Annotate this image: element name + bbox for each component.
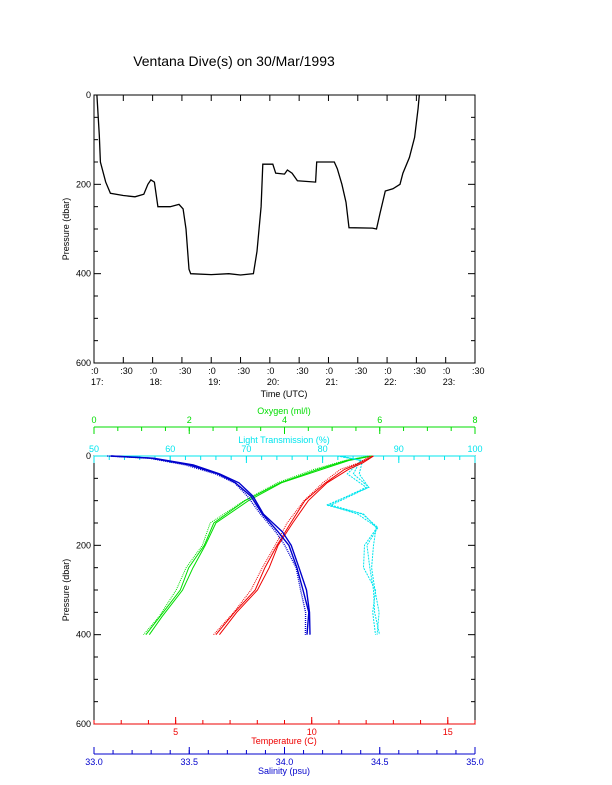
oxygen-profile-line bbox=[148, 455, 373, 635]
x-tick-label-minutes: :30 bbox=[296, 366, 309, 376]
x-tick-label-hour: 22: bbox=[384, 377, 397, 387]
x-tick-label-minutes: :30 bbox=[472, 366, 485, 376]
light-axis-label: Light Transmission (%) bbox=[238, 435, 330, 445]
time-plot-ylabel: Pressure (dbar) bbox=[61, 198, 71, 261]
time-plot-series bbox=[96, 94, 420, 276]
y-tick-label: 0 bbox=[86, 90, 91, 100]
y-tick-label: 400 bbox=[76, 630, 91, 640]
y-tick-label: 600 bbox=[76, 719, 91, 729]
time-plot-frame bbox=[93, 94, 476, 364]
oxygen-axis-label: Oxygen (ml/l) bbox=[257, 406, 311, 416]
salinity-tick-label: 34.0 bbox=[276, 757, 294, 767]
x-tick-label-minutes: :0 bbox=[267, 366, 275, 376]
temperature-tick-label: 10 bbox=[307, 727, 317, 737]
light-tick-label: 60 bbox=[165, 444, 175, 454]
x-tick-label-minutes: :0 bbox=[150, 366, 158, 376]
profile-plot-frame bbox=[93, 455, 476, 725]
time-plot-y-ticks: 0 200 400 600 bbox=[76, 90, 475, 368]
light-tick-label: 70 bbox=[241, 444, 251, 454]
oxygen-tick-label: 0 bbox=[91, 415, 96, 425]
light-profile-line bbox=[329, 455, 380, 635]
chart-title: Ventana Dive(s) on 30/Mar/1993 bbox=[133, 53, 335, 69]
oxygen-tick-label: 8 bbox=[472, 415, 477, 425]
oxygen-tick-label: 4 bbox=[282, 415, 287, 425]
x-tick-label-hour: 23: bbox=[443, 377, 456, 387]
profile-series bbox=[107, 455, 381, 636]
light-tick-label: 100 bbox=[467, 444, 482, 454]
salinity-tick-label: 33.0 bbox=[85, 757, 103, 767]
time-plot-xlabel: Time (UTC) bbox=[261, 389, 308, 399]
salinity-axis-label: Salinity (psu) bbox=[258, 766, 310, 776]
salinity-tick-label: 33.5 bbox=[180, 757, 198, 767]
x-tick-label-minutes: :30 bbox=[238, 366, 251, 376]
salinity-axis-ticks: 33.0 33.5 34.0 34.5 35.0 bbox=[85, 747, 484, 767]
light-profile-line bbox=[324, 455, 381, 635]
temperature-profile-line bbox=[213, 455, 370, 636]
y-tick-label: 600 bbox=[76, 358, 91, 368]
light-axis-ticks: 50 60 70 80 90 100 bbox=[89, 444, 483, 463]
salinity-profile-line bbox=[111, 455, 311, 635]
salinity-tick-label: 35.0 bbox=[466, 757, 484, 767]
profile-panel: 0 200 400 600 0 2 4 6 8 Oxygen (ml/l) 50 60 70 80 9… bbox=[61, 406, 484, 776]
x-tick-label-hour: 21: bbox=[325, 377, 338, 387]
temperature-axis-label: Temperature (C) bbox=[251, 736, 317, 746]
x-tick-label-minutes: :0 bbox=[443, 366, 451, 376]
x-tick-label-hour: 18: bbox=[150, 377, 163, 387]
y-tick-label: 400 bbox=[76, 269, 91, 279]
y-tick-label: 0 bbox=[86, 451, 91, 461]
x-tick-label-minutes: :30 bbox=[413, 366, 426, 376]
x-tick-label-hour: 20: bbox=[267, 377, 280, 387]
temperature-profile-line bbox=[215, 455, 374, 636]
y-tick-label: 200 bbox=[76, 540, 91, 550]
time-plot-x-ticks: :017::30:018::30:019::30:020::30:021::30… bbox=[91, 95, 485, 387]
x-tick-label-minutes: :30 bbox=[355, 366, 368, 376]
x-tick-label-hour: 17: bbox=[91, 377, 104, 387]
light-tick-label: 90 bbox=[394, 444, 404, 454]
light-profile-line bbox=[327, 455, 378, 635]
y-tick-label: 200 bbox=[76, 179, 91, 189]
x-tick-label-hour: 19: bbox=[208, 377, 221, 387]
x-tick-label-minutes: :0 bbox=[208, 366, 216, 376]
temperature-axis-ticks: 5 10 15 bbox=[93, 717, 476, 737]
pressure-time-line bbox=[96, 94, 420, 276]
temperature-tick-label: 15 bbox=[443, 727, 453, 737]
oxygen-tick-label: 6 bbox=[377, 415, 382, 425]
temperature-tick-label: 5 bbox=[173, 727, 178, 737]
x-tick-label-minutes: :0 bbox=[384, 366, 392, 376]
x-tick-label-minutes: :30 bbox=[120, 366, 133, 376]
light-tick-label: 50 bbox=[89, 444, 99, 454]
x-tick-label-minutes: :0 bbox=[325, 366, 333, 376]
x-tick-label-minutes: :0 bbox=[91, 366, 99, 376]
temperature-profile-line bbox=[219, 455, 374, 636]
salinity-profile-line bbox=[107, 455, 307, 635]
oxygen-profile-line bbox=[143, 455, 369, 636]
light-tick-label: 80 bbox=[318, 444, 328, 454]
profile-y-ticks: 0 200 400 600 bbox=[76, 451, 475, 729]
oxygen-axis-ticks: 0 2 4 6 8 bbox=[91, 415, 478, 434]
profile-ylabel: Pressure (dbar) bbox=[61, 559, 71, 622]
x-tick-label-minutes: :30 bbox=[179, 366, 192, 376]
oxygen-profile-line bbox=[145, 455, 372, 636]
oxygen-tick-label: 2 bbox=[187, 415, 192, 425]
salinity-tick-label: 34.5 bbox=[371, 757, 389, 767]
